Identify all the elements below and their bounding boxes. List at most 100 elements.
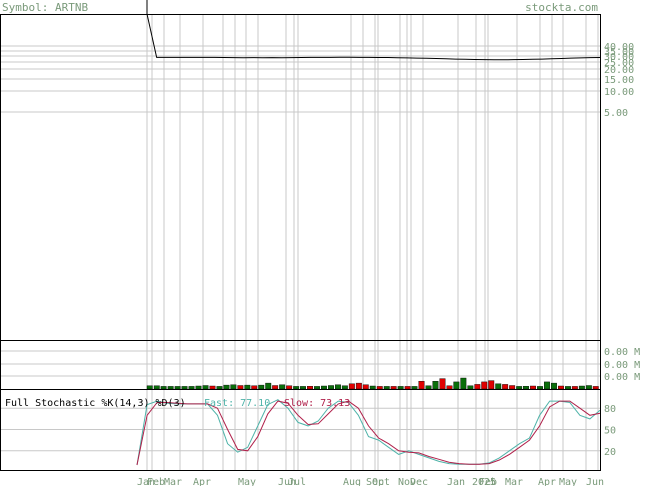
- volume-bar: [279, 384, 286, 390]
- price-tick-label: 5.00: [604, 108, 628, 119]
- volume-bar: [578, 385, 585, 390]
- volume-bar: [286, 385, 293, 390]
- volume-bar: [230, 384, 237, 390]
- price-tick-label: 15.00: [604, 75, 634, 86]
- volume-bar: [544, 381, 550, 390]
- stochastic-title: Full Stochastic %K(14,3) %D(3): [5, 398, 186, 409]
- volume-bar: [460, 377, 467, 390]
- volume-bar: [502, 384, 509, 390]
- volume-bar: [376, 386, 383, 390]
- slow-value-label: Slow: 73.13: [284, 398, 350, 409]
- volume-bar: [244, 384, 251, 390]
- x-axis-label: Jan: [447, 477, 465, 486]
- volume-bar: [397, 386, 404, 390]
- volume-bar: [404, 386, 411, 390]
- volume-bar: [537, 386, 543, 390]
- volume-bar: [314, 386, 320, 390]
- volume-bar: [390, 386, 397, 390]
- volume-bar: [571, 386, 578, 390]
- price-tick-label: 20.00: [604, 65, 634, 76]
- x-axis-label: Mar: [505, 477, 523, 486]
- volume-bar: [530, 385, 536, 390]
- volume-bar: [551, 382, 557, 390]
- volume-bar: [453, 381, 460, 390]
- volume-bar: [181, 386, 188, 390]
- fast-value-label: Fast: 77.10: [204, 398, 270, 409]
- x-axis-label: Jan: [137, 477, 155, 486]
- volume-bar: [348, 383, 355, 390]
- stochastic-tick-label: 20: [604, 447, 616, 458]
- volume-bar: [565, 386, 571, 390]
- volume-bar: [481, 381, 488, 390]
- price-tick-label: 35.00: [604, 47, 634, 58]
- volume-bar: [425, 385, 432, 390]
- volume-bar: [209, 385, 216, 390]
- price-panel-frame: [0, 14, 601, 341]
- volume-bar: [446, 385, 453, 390]
- volume-bar: [300, 386, 306, 390]
- x-axis-label: Dec: [410, 477, 428, 486]
- volume-bar: [251, 385, 258, 390]
- volume-bar: [265, 382, 272, 390]
- volume-bar: [411, 386, 418, 390]
- x-axis-label: Aug: [343, 477, 361, 486]
- volume-bar: [558, 385, 564, 390]
- volume-bar: [272, 385, 279, 390]
- volume-bar: [293, 386, 300, 390]
- x-axis-label: May: [238, 477, 256, 486]
- volume-bar: [495, 383, 502, 390]
- volume-bar: [258, 384, 265, 390]
- volume-bar: [328, 385, 334, 390]
- volume-bar: [174, 386, 181, 390]
- volume-panel: [146, 377, 599, 390]
- volume-bar: [160, 386, 167, 390]
- stochastic-panel: [136, 399, 601, 466]
- price-panel: [146, 0, 601, 61]
- volume-bar: [369, 385, 376, 390]
- volume-bar: [223, 384, 230, 390]
- x-axis-label: Apr: [193, 477, 211, 486]
- price-series-line: [146, 0, 601, 61]
- x-axis-label: Mar: [164, 477, 182, 486]
- x-axis-label: Oct: [372, 477, 390, 486]
- volume-bar: [439, 378, 446, 390]
- volume-bar: [418, 381, 425, 390]
- price-tick-label: 25.00: [604, 58, 634, 69]
- volume-bar: [474, 384, 481, 390]
- slow-d-line: [136, 400, 601, 466]
- volume-bar: [237, 385, 244, 390]
- volume-bar: [509, 385, 516, 390]
- volume-tick-label: 0.00 M: [604, 360, 640, 371]
- volume-tick-label: 0.00 M: [604, 372, 640, 383]
- volume-bar: [488, 380, 495, 390]
- volume-tick-label: 0.00 M: [604, 347, 640, 358]
- x-axis-label: Feb: [147, 477, 165, 486]
- symbol-label: Symbol: ARTNB: [2, 1, 88, 14]
- volume-bar: [523, 386, 529, 390]
- x-axis-label: 2025: [472, 477, 496, 486]
- frame-layer: [0, 14, 601, 471]
- volume-bar: [321, 385, 327, 390]
- volume-panel-frame: [0, 340, 601, 390]
- x-axis-label: Jun: [586, 477, 604, 486]
- stochastic-tick-label: 80: [604, 404, 616, 415]
- price-tick-label: 30.00: [604, 52, 634, 63]
- fast-k-line: [136, 399, 601, 466]
- volume-bar: [585, 385, 592, 390]
- volume-bar: [362, 384, 369, 390]
- volume-bar: [202, 385, 209, 390]
- x-axis-label: Sep: [366, 477, 384, 486]
- volume-bar: [146, 385, 153, 390]
- stochastic-panel-frame: [0, 389, 601, 471]
- x-axis-label: Jul: [288, 477, 306, 486]
- x-axis-label: May: [559, 477, 577, 486]
- volume-bar: [153, 385, 160, 390]
- volume-bar: [383, 386, 390, 390]
- volume-bar: [467, 385, 474, 390]
- x-axis-label: Feb: [479, 477, 497, 486]
- grid-layer: [0, 14, 600, 470]
- x-axis-label: Nov: [398, 477, 416, 486]
